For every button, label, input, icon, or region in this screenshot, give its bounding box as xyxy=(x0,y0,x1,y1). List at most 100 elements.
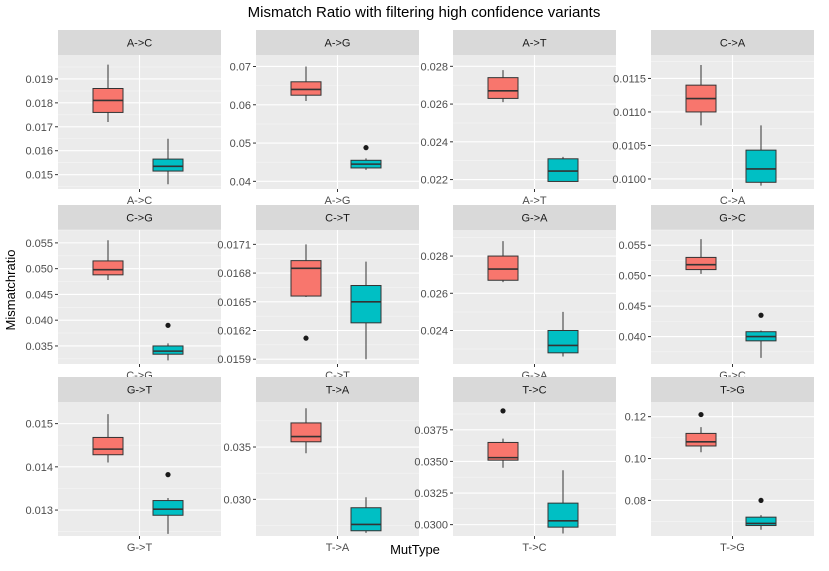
y-tick-label: 0.024 xyxy=(420,137,448,149)
y-tick-label: 0.013 xyxy=(25,505,53,517)
facet-strip-label: T->G xyxy=(720,385,745,397)
y-tick-label: 0.055 xyxy=(618,240,646,252)
box xyxy=(92,436,124,456)
y-tick-label: 0.05 xyxy=(230,138,251,150)
facet-strip-label: C->G xyxy=(126,213,153,225)
facet-strip-label: T->A xyxy=(326,385,350,397)
box xyxy=(685,432,717,447)
facet-strip-label: G->A xyxy=(522,213,549,225)
facet-panel: T->C 0.0300 0.0325 0.0350 0.0375 T->C xyxy=(414,377,616,554)
y-tick-label: 0.016 xyxy=(25,146,53,158)
facet-strip xyxy=(58,30,221,55)
x-tick-label: A->G xyxy=(325,195,351,207)
outlier-point xyxy=(303,335,309,341)
y-tick-label: 0.10 xyxy=(625,454,646,466)
y-tick-label: 0.08 xyxy=(625,495,646,507)
y-tick-label: 0.028 xyxy=(420,251,448,263)
y-tick-label: 0.050 xyxy=(25,264,53,276)
y-tick-label: 0.0105 xyxy=(612,140,646,152)
x-tick-label: G->T xyxy=(127,542,153,554)
box xyxy=(487,441,519,461)
facet-panel: A->G 0.04 0.05 0.06 0.07 A->G xyxy=(230,30,419,207)
box xyxy=(290,422,322,443)
box xyxy=(290,260,322,297)
y-tick-label: 0.018 xyxy=(25,98,53,110)
facet-strip-label: A->T xyxy=(522,38,546,50)
y-tick-label: 0.045 xyxy=(618,301,646,313)
facet-panel: C->A 0.0100 0.0105 0.0110 0.0115 C->A xyxy=(612,30,814,207)
y-tick-label: 0.0171 xyxy=(217,239,251,251)
facet-strip-label: G->T xyxy=(127,385,153,397)
y-tick-label: 0.015 xyxy=(25,170,53,182)
y-tick-label: 0.050 xyxy=(618,271,646,283)
facet-strip xyxy=(58,377,221,402)
chart-title: Mismatch Ratio with filtering high confi… xyxy=(248,4,601,21)
y-tick-label: 0.014 xyxy=(25,462,53,474)
y-tick-label: 0.035 xyxy=(223,442,251,454)
y-tick-label: 0.0375 xyxy=(414,425,448,437)
x-tick-label: T->C xyxy=(522,542,546,554)
y-tick-label: 0.026 xyxy=(420,288,448,300)
facet-strip xyxy=(651,205,814,230)
outlier-point xyxy=(758,312,764,318)
x-tick-label: C->A xyxy=(720,195,746,207)
box xyxy=(92,260,124,276)
facet-panel: T->A 0.030 0.035 T->A xyxy=(223,377,419,554)
facet-strip-label: G->C xyxy=(719,213,746,225)
y-tick-label: 0.040 xyxy=(25,315,53,327)
y-tick-label: 0.0159 xyxy=(217,354,251,366)
y-tick-label: 0.0350 xyxy=(414,456,448,468)
y-tick-label: 0.040 xyxy=(618,332,646,344)
facet-panels: A->C 0.015 0.016 0.017 0.018 0.019 A->C A->G 0.0… xyxy=(25,30,814,554)
facet-strip xyxy=(453,30,616,55)
box xyxy=(685,256,717,271)
facet-strip xyxy=(453,377,616,402)
box xyxy=(547,502,579,528)
x-tick-label: A->C xyxy=(127,195,152,207)
y-tick-label: 0.026 xyxy=(420,99,448,111)
outlier-point xyxy=(165,322,171,328)
y-tick-label: 0.0325 xyxy=(414,488,448,500)
facet-strip xyxy=(58,205,221,230)
box xyxy=(547,330,579,354)
y-tick-label: 0.0168 xyxy=(217,268,251,280)
facet-strip xyxy=(651,377,814,402)
y-tick-label: 0.022 xyxy=(420,175,448,187)
y-tick-label: 0.07 xyxy=(230,61,251,73)
x-tick-label: A->T xyxy=(522,195,546,207)
y-tick-label: 0.035 xyxy=(25,341,53,353)
outlier-point xyxy=(165,472,171,478)
box xyxy=(487,77,519,99)
y-tick-label: 0.0162 xyxy=(217,326,251,338)
box xyxy=(487,255,519,281)
facet-strip-label: T->C xyxy=(522,385,546,397)
facet-panel: A->C 0.015 0.016 0.017 0.018 0.019 A->C xyxy=(25,30,221,207)
y-tick-label: 0.04 xyxy=(230,176,251,188)
outlier-point xyxy=(363,145,369,151)
y-tick-label: 0.030 xyxy=(223,494,251,506)
facet-panel: T->G 0.08 0.10 0.12 T->G xyxy=(625,377,814,554)
facet-strip-label: C->T xyxy=(325,213,350,225)
y-tick-label: 0.0300 xyxy=(414,520,448,532)
box xyxy=(290,81,322,96)
facet-strip xyxy=(453,205,616,230)
y-tick-label: 0.06 xyxy=(230,100,251,112)
facet-strip xyxy=(256,30,419,55)
facet-strip xyxy=(651,30,814,55)
facet-strip-label: C->A xyxy=(720,38,746,50)
box xyxy=(745,516,777,527)
y-tick-label: 0.015 xyxy=(25,419,53,431)
y-tick-label: 0.055 xyxy=(25,238,53,250)
box xyxy=(350,285,382,324)
y-tick-label: 0.0110 xyxy=(613,107,646,119)
box xyxy=(350,507,382,532)
outlier-point xyxy=(698,411,704,418)
box xyxy=(152,500,184,516)
y-tick-label: 0.0115 xyxy=(613,73,646,85)
y-tick-label: 0.045 xyxy=(25,289,53,301)
y-tick-label: 0.024 xyxy=(420,326,448,338)
outlier-point xyxy=(758,497,764,504)
